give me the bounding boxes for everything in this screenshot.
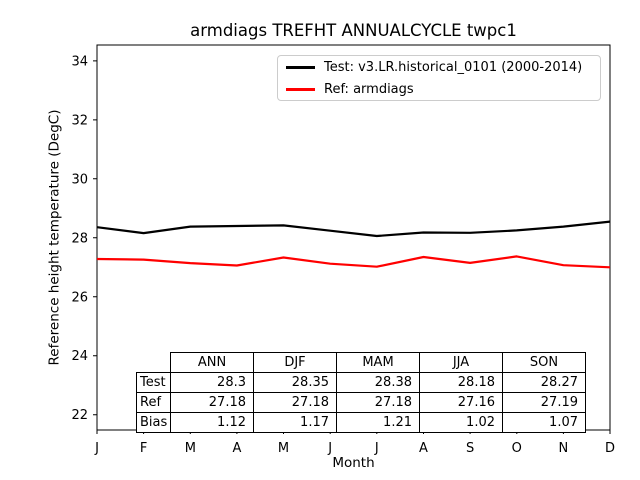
table-cell: 1.17 (253, 412, 337, 433)
test-line-swatch (286, 65, 315, 69)
x-tick-label: F (140, 441, 147, 456)
table-cell: 27.18 (170, 392, 254, 413)
x-tick-label: D (605, 441, 615, 456)
table-cell: 1.02 (419, 412, 503, 433)
x-tick-label: O (512, 441, 522, 456)
table-cell: 27.18 (253, 392, 337, 413)
legend-label: Ref: armdiags (324, 81, 414, 97)
y-tick-label: 30 (71, 172, 88, 187)
x-tick-label: J (374, 441, 379, 456)
table-row-ref: Ref 27.18 27.18 27.18 27.16 27.19 (136, 392, 586, 413)
table-cell: 1.21 (336, 412, 420, 433)
y-tick-label: 26 (71, 290, 88, 305)
x-tick-label: A (419, 441, 428, 456)
x-axis-label: Month (332, 455, 374, 471)
legend-entry-ref: Ref: armdiags (286, 82, 600, 97)
legend-label: Test: v3.LR.historical_0101 (2000-2014) (324, 59, 583, 75)
col-header-ann: ANN (170, 352, 254, 373)
table-cell: 28.27 (502, 372, 586, 393)
col-header-jja: JJA (419, 352, 503, 373)
y-tick-label: 24 (71, 349, 88, 364)
y-tick-label: 28 (71, 231, 88, 246)
table-cell: 28.38 (336, 372, 420, 393)
y-axis-label: Reference height temperature (DegC) (47, 110, 63, 366)
table-row-test: Test 28.3 28.35 28.38 28.18 28.27 (136, 372, 586, 393)
table-cell: 27.19 (502, 392, 586, 413)
ref-line-swatch (286, 87, 315, 91)
y-tick-label: 22 (71, 408, 88, 423)
col-header-djf: DJF (253, 352, 337, 373)
table-cell: 28.18 (419, 372, 503, 393)
table-cell: 1.12 (170, 412, 254, 433)
y-axis-ticks (93, 60, 97, 416)
test-series-line (96, 220, 611, 238)
y-tick-label: 34 (71, 54, 88, 69)
x-tick-label: N (559, 441, 569, 456)
table-header-row: ANN DJF MAM JJA SON (137, 352, 586, 373)
table-cell: 27.18 (336, 392, 420, 413)
row-label-bias: Bias (136, 412, 171, 433)
legend-entry-test: Test: v3.LR.historical_0101 (2000-2014) (286, 60, 600, 75)
x-tick-label: M (185, 441, 196, 456)
table-cell: 27.16 (419, 392, 503, 413)
table-cell: 1.07 (502, 412, 586, 433)
table-cell: 28.3 (170, 372, 254, 393)
col-header-mam: MAM (336, 352, 420, 373)
chart-title: armdiags TREFHT ANNUALCYCLE twpc1 (190, 21, 517, 40)
legend: Test: v3.LR.historical_0101 (2000-2014) … (277, 55, 601, 101)
row-label-test: Test (136, 372, 171, 393)
row-label-ref: Ref (136, 392, 171, 413)
x-tick-label: J (327, 441, 332, 456)
seasonal-stats-table: ANN DJF MAM JJA SON Test 28.3 28.35 28.3… (136, 352, 586, 433)
table-row-bias: Bias 1.12 1.17 1.21 1.02 1.07 (136, 412, 586, 433)
table-corner-cell (137, 353, 171, 373)
ref-series-line (96, 255, 611, 269)
x-tick-label: S (466, 441, 474, 456)
x-tick-label: M (278, 441, 289, 456)
x-tick-label: J (94, 441, 99, 456)
x-tick-label: A (232, 441, 241, 456)
y-tick-label: 32 (71, 113, 88, 128)
col-header-son: SON (502, 352, 586, 373)
table-cell: 28.35 (253, 372, 337, 393)
